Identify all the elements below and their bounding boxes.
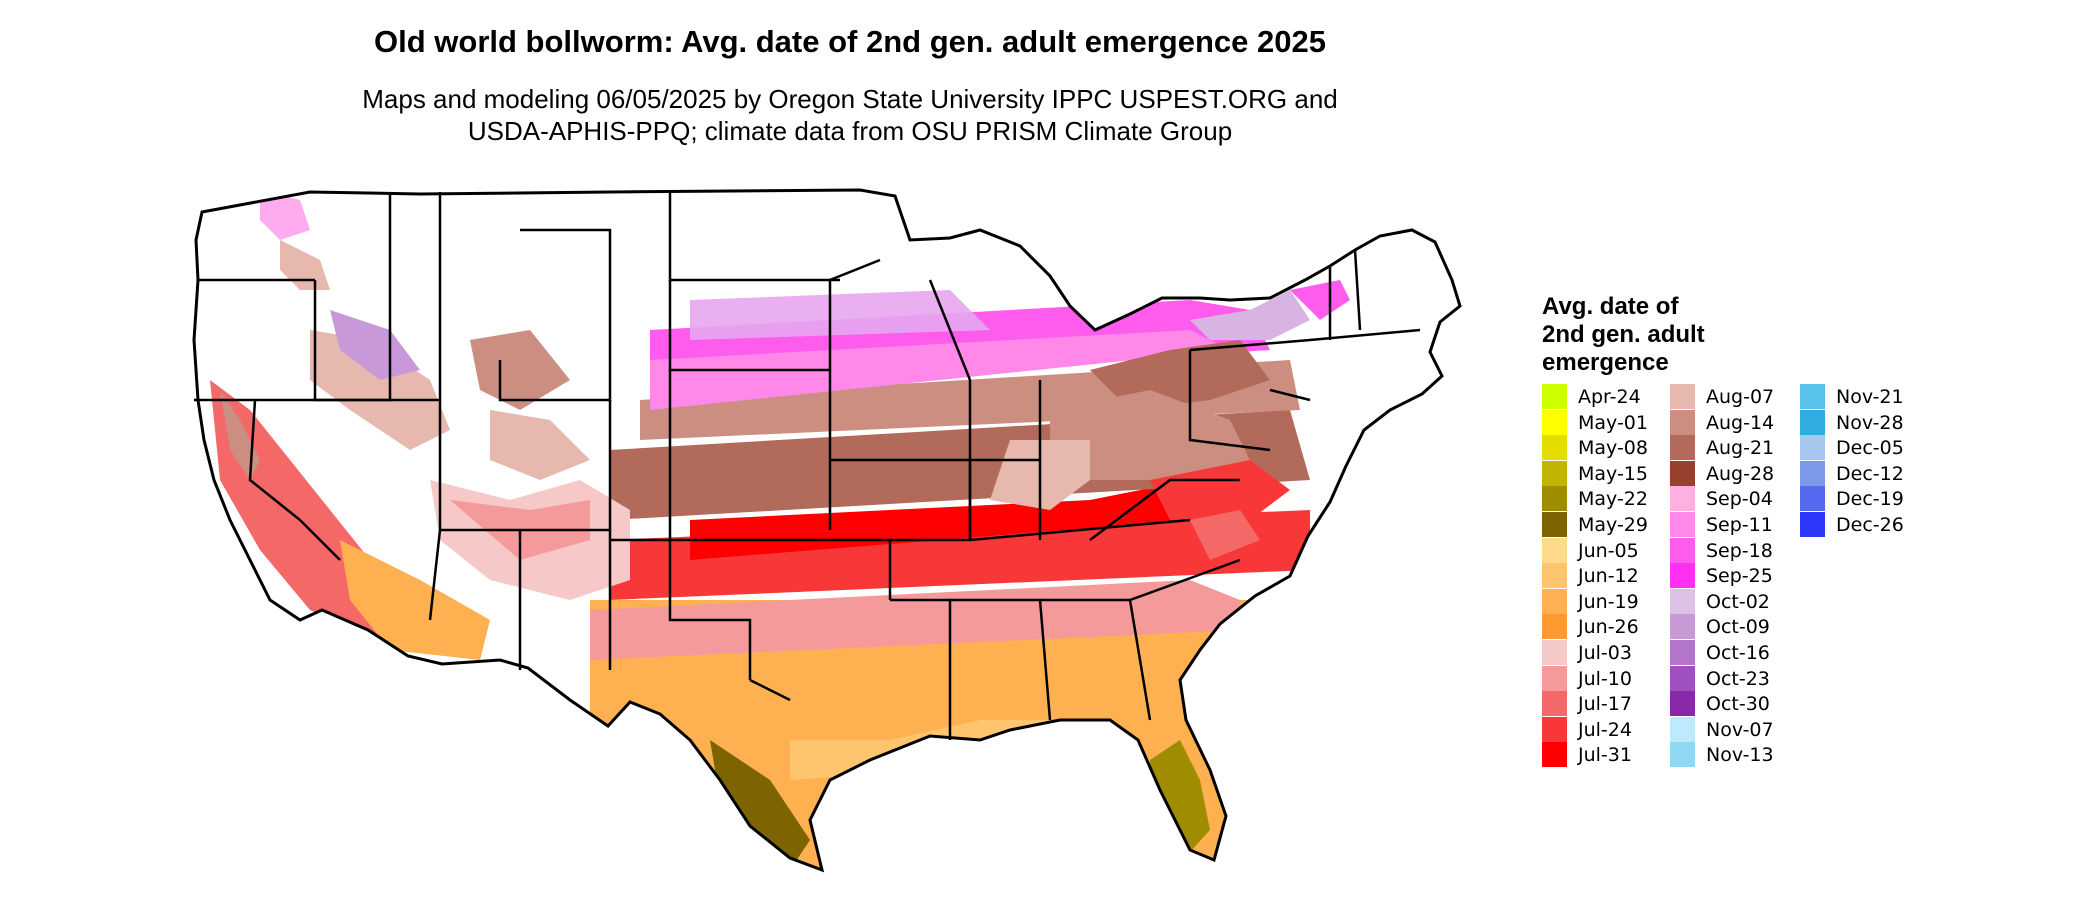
- legend-swatch: [1542, 486, 1567, 512]
- legend-label: Oct-02: [1706, 590, 1770, 613]
- legend-swatch: [1800, 384, 1825, 409]
- legend-swatch: [1542, 639, 1567, 665]
- legend-label: Jul-31: [1578, 744, 1632, 767]
- legend-label: Sep-04: [1706, 488, 1773, 511]
- legend-swatch: [1670, 486, 1695, 512]
- legend-swatch: [1542, 614, 1567, 640]
- legend-label: Jul-03: [1578, 641, 1632, 664]
- legend-label: May-08: [1578, 437, 1648, 460]
- legend-label: Dec-05: [1836, 437, 1904, 460]
- legend-swatch: [1542, 742, 1567, 768]
- legend-swatch: [1670, 563, 1695, 589]
- legend-title: Avg. date of 2nd gen. adult emergence: [1542, 293, 1705, 377]
- legend-swatch: [1670, 435, 1695, 461]
- legend-swatch: [1800, 511, 1825, 537]
- map-title: Old world bollworm: Avg. date of 2nd gen…: [374, 24, 1326, 59]
- us-map: [192, 188, 1462, 873]
- legend-swatch: [1542, 537, 1567, 563]
- legend-title-line-2: 2nd gen. adult: [1542, 321, 1705, 348]
- legend-label: Sep-11: [1706, 513, 1773, 536]
- legend-swatch: [1542, 588, 1567, 614]
- legend-swatch: [1670, 614, 1695, 640]
- legend-title-line-1: Avg. date of: [1542, 293, 1679, 320]
- map-subtitle-line-1: Maps and modeling 06/05/2025 by Oregon S…: [362, 84, 1338, 114]
- legend-label: May-15: [1578, 462, 1648, 485]
- legend-swatch: [1670, 742, 1695, 768]
- legend-label: Jun-05: [1578, 539, 1639, 562]
- legend-label: Nov-13: [1706, 744, 1774, 767]
- legend-swatch: [1670, 384, 1695, 409]
- legend-swatch: [1542, 691, 1567, 717]
- legend-label: Dec-26: [1836, 513, 1904, 536]
- legend-label: May-22: [1578, 488, 1648, 511]
- legend-swatch: [1542, 716, 1567, 742]
- legend-swatch: [1800, 435, 1825, 461]
- legend-swatch: [1542, 460, 1567, 486]
- legend-label: Sep-25: [1706, 565, 1773, 588]
- legend-label: May-01: [1578, 411, 1648, 434]
- state-boundaries: [194, 192, 1421, 740]
- legend-swatch: [1670, 716, 1695, 742]
- legend-label: Oct-30: [1706, 693, 1770, 716]
- legend-swatch: [1670, 691, 1695, 717]
- legend-label: Jun-19: [1578, 590, 1639, 613]
- legend-label: Jul-10: [1578, 667, 1632, 690]
- legend-label: Nov-28: [1836, 411, 1904, 434]
- legend-swatch: [1800, 460, 1825, 486]
- legend-label: Sep-18: [1706, 539, 1773, 562]
- legend-title-line-3: emergence: [1542, 349, 1669, 376]
- legend-swatch: [1670, 460, 1695, 486]
- legend-label: Aug-14: [1706, 411, 1775, 434]
- legend-label: Jun-26: [1578, 616, 1639, 639]
- legend-label: Aug-28: [1706, 462, 1775, 485]
- legend-swatch: [1542, 409, 1567, 435]
- legend-label: Dec-12: [1836, 462, 1904, 485]
- legend-label: May-29: [1578, 513, 1648, 536]
- legend-swatch: [1542, 511, 1567, 537]
- legend-label: Nov-21: [1836, 386, 1904, 408]
- legend-label: Jul-24: [1578, 718, 1632, 741]
- legend-swatch: [1670, 537, 1695, 563]
- legend-label: Apr-24: [1578, 386, 1641, 408]
- legend-swatch: [1670, 588, 1695, 614]
- legend-label: Dec-19: [1836, 488, 1904, 511]
- legend-label: Oct-23: [1706, 667, 1770, 690]
- legend-swatch: [1542, 665, 1567, 691]
- legend-label: Oct-09: [1706, 616, 1770, 639]
- legend-swatch: [1800, 409, 1825, 435]
- legend-label: Jul-17: [1578, 693, 1632, 716]
- legend-swatch: [1670, 511, 1695, 537]
- legend-swatch: [1670, 665, 1695, 691]
- legend-label: Jun-12: [1578, 565, 1639, 588]
- legend-swatch: [1670, 639, 1695, 665]
- legend-label: Aug-21: [1706, 437, 1775, 460]
- map-subtitle-line-2: USDA-APHIS-PPQ; climate data from OSU PR…: [467, 116, 1233, 146]
- legend-swatch: [1670, 409, 1695, 435]
- legend-label: Aug-07: [1706, 386, 1775, 408]
- legend-swatch: [1542, 563, 1567, 589]
- legend-swatch: [1542, 384, 1567, 409]
- legend-label: Nov-07: [1706, 718, 1774, 741]
- legend-swatch: [1542, 435, 1567, 461]
- legend-swatch: [1800, 486, 1825, 512]
- us-outline: [192, 188, 1462, 873]
- legend-label: Oct-16: [1706, 641, 1770, 664]
